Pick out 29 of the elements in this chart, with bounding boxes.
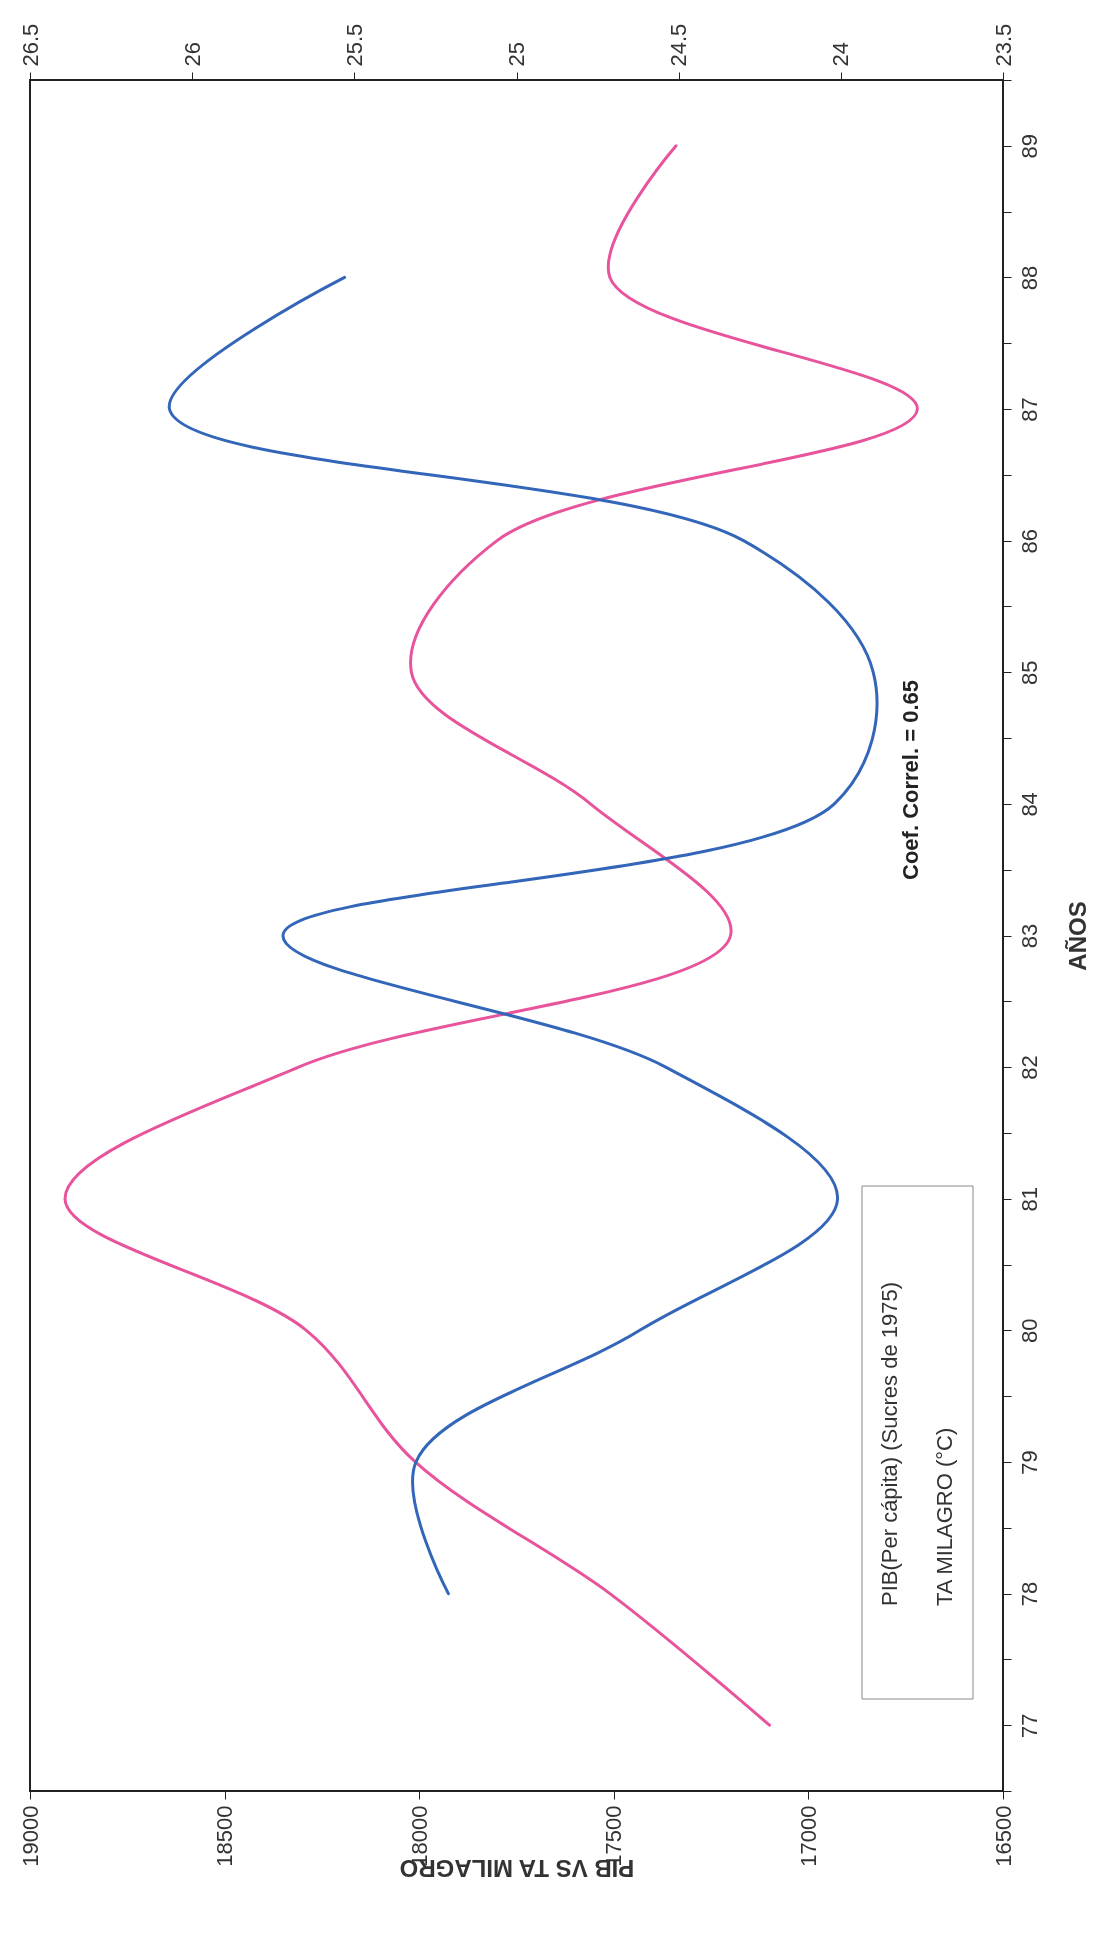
y-tick-label: 85 [1016, 660, 1042, 686]
y-tick-label: 81 [1016, 1186, 1042, 1212]
y-tick-label: 89 [1016, 134, 1042, 159]
line-series [63, 144, 919, 1727]
y-tick-label: 82 [1016, 1055, 1042, 1080]
x-tick-label: 17000 [795, 1805, 821, 1867]
x-tick-label: 16500 [990, 1805, 1016, 1867]
y-tick-label: 77 [1016, 1713, 1042, 1738]
x-tick-label: 18500 [212, 1805, 238, 1867]
y-tick-label: 79 [1016, 1450, 1042, 1475]
x-tick-label: 19000 [17, 1805, 43, 1867]
x2-tick-label: 24.5 [666, 23, 692, 67]
y-tick-label: 87 [1016, 397, 1042, 422]
text: PIB(Per cápita) (Sucres de 1975) [877, 1281, 902, 1606]
x2-tick-label: 23.5 [990, 23, 1016, 67]
x2-tick-label: 26.5 [17, 23, 43, 67]
y-tick-label: 84 [1016, 792, 1042, 817]
y-tick-label: 83 [1016, 923, 1042, 949]
y-tick-label: 88 [1016, 265, 1042, 291]
y-tick-label: 86 [1016, 528, 1042, 554]
annotation: Coef. Correl. = 0.65 [898, 680, 923, 880]
x2-tick-label: 26 [179, 42, 205, 67]
y-tick-label: 78 [1016, 1581, 1042, 1607]
x2-tick-label: 25 [504, 42, 529, 67]
x2-tick-label: 24 [828, 42, 854, 67]
y-tick-label: 80 [1016, 1318, 1042, 1344]
x2-tick-label: 25.5 [341, 23, 367, 67]
text: TA MILAGRO (°C) [932, 1427, 957, 1606]
y-axis-title: AÑOS [1063, 901, 1091, 971]
